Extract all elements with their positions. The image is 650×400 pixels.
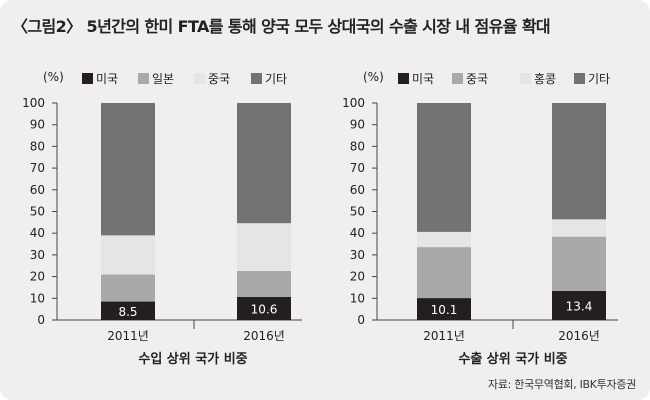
import-bar-일본-2016년 <box>237 270 291 297</box>
export-bar-기타-2011년 <box>417 103 471 232</box>
import-y-unit-label: (%) <box>43 70 64 84</box>
export-bar-기타-2016년 <box>552 103 606 220</box>
export-y-tick-label: 0 <box>357 313 365 327</box>
export-bar-중국-2011년 <box>417 247 471 299</box>
import-legend-label: 기타 <box>265 72 287 86</box>
export-y-tick-label: 30 <box>350 248 365 262</box>
export-y-unit-label: (%) <box>363 70 384 84</box>
export-legend-swatch <box>574 73 585 84</box>
import-y-tick-label: 20 <box>30 270 45 284</box>
export-y-tick-label: 40 <box>350 226 365 240</box>
figure-title: 〈그림2〉 5년간의 한미 FTA를 통해 양국 모두 상대국의 수출 시장 내… <box>12 17 551 36</box>
import-y-tick-label: 40 <box>30 226 45 240</box>
import-x-tick-label: 2016년 <box>243 329 285 343</box>
export-bar-홍콩-2016년 <box>552 219 606 237</box>
import-y-tick-label: 30 <box>30 248 45 262</box>
import-y-tick-label: 90 <box>30 118 45 132</box>
export-y-tick-label: 70 <box>350 161 365 175</box>
import-legend-swatch <box>82 73 93 84</box>
export-y-tick-label: 80 <box>350 139 365 153</box>
import-y-tick-label: 60 <box>30 183 45 197</box>
import-y-tick-label: 10 <box>30 291 45 305</box>
import-y-tick-label: 0 <box>37 313 45 327</box>
import-bar-중국-2016년 <box>237 223 291 271</box>
export-legend-label: 미국 <box>412 72 434 86</box>
export-legend-label: 중국 <box>466 72 488 86</box>
export-y-tick-label: 50 <box>350 205 365 219</box>
import-legend-label: 미국 <box>96 72 118 86</box>
export-legend-swatch <box>452 73 463 84</box>
import-bar-기타-2016년 <box>237 103 291 224</box>
import-y-tick-label: 70 <box>30 161 45 175</box>
import-x-tick-label: 2011년 <box>107 329 149 343</box>
import-bar-미국-2016년 <box>237 296 291 320</box>
export-legend-label: 기타 <box>588 72 610 86</box>
source-note: 자료: 한국무역협회, IBK투자증권 <box>488 378 636 391</box>
export-x-tick-label: 2011년 <box>423 329 465 343</box>
export-y-tick-label: 100 <box>342 96 365 110</box>
import-legend-swatch <box>251 73 262 84</box>
export-bar-홍콩-2011년 <box>417 231 471 248</box>
import-legend-label: 일본 <box>152 72 174 86</box>
export-legend-swatch <box>520 73 531 84</box>
export-y-tick-label: 10 <box>350 291 365 305</box>
export-y-tick-label: 60 <box>350 183 365 197</box>
export-data-label: 10.1 <box>431 303 458 317</box>
export-data-label: 13.4 <box>566 299 593 313</box>
import-data-label: 8.5 <box>118 305 137 319</box>
import-data-label: 10.6 <box>251 302 278 316</box>
export-chart-subtitle: 수출 상위 국가 비중 <box>458 351 567 367</box>
import-bar-기타-2011년 <box>101 103 155 236</box>
import-y-tick-label: 80 <box>30 139 45 153</box>
import-chart-subtitle: 수입 상위 국가 비중 <box>138 352 247 367</box>
export-legend-label: 홍콩 <box>534 72 556 86</box>
import-bar-중국-2011년 <box>101 235 155 275</box>
export-bar-미국-2016년 <box>552 290 606 320</box>
export-y-tick-label: 20 <box>350 270 365 284</box>
export-bar-미국-2011년 <box>417 298 471 320</box>
import-bar-미국-2011년 <box>101 301 155 320</box>
import-legend-swatch <box>194 73 205 84</box>
import-y-tick-label: 50 <box>30 205 45 219</box>
export-x-tick-label: 2016년 <box>558 329 600 343</box>
export-legend-swatch <box>398 73 409 84</box>
export-y-tick-label: 90 <box>350 118 365 132</box>
import-legend-label: 중국 <box>208 72 230 86</box>
export-bar-중국-2016년 <box>552 236 606 291</box>
import-y-tick-label: 100 <box>22 96 45 110</box>
import-legend-swatch <box>138 73 149 84</box>
import-bar-일본-2011년 <box>101 274 155 302</box>
